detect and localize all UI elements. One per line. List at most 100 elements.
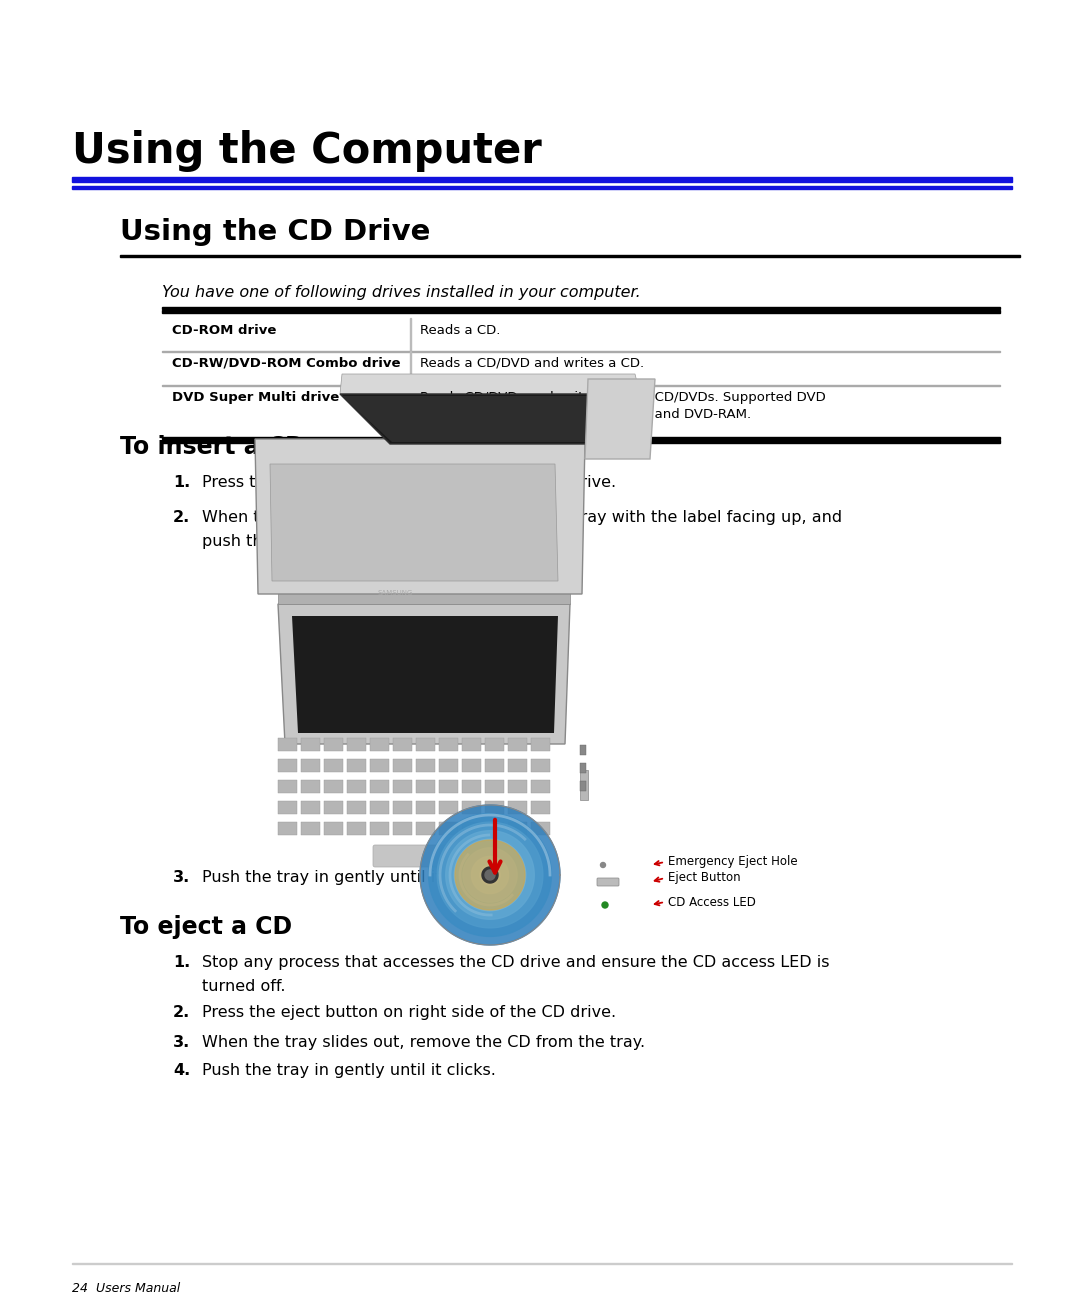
Bar [370,759,389,772]
Circle shape [600,863,606,868]
Text: DVD Super Multi drive: DVD Super Multi drive [172,391,339,404]
Bar [324,738,343,751]
Bar [416,780,435,793]
Bar [324,759,343,772]
Text: 24  Users Manual: 24 Users Manual [72,1282,180,1295]
Text: You have one of following drives installed in your computer.: You have one of following drives install… [162,285,640,300]
Bar [393,801,411,814]
Text: 3.: 3. [173,870,190,885]
Text: 1.: 1. [173,475,190,490]
Bar [485,738,504,751]
Bar [531,759,550,772]
Bar [120,254,1020,257]
FancyBboxPatch shape [597,878,619,886]
Bar [485,822,504,835]
Text: Reads a CD.: Reads a CD. [420,325,500,336]
Polygon shape [455,839,526,911]
Polygon shape [437,822,543,928]
Bar [347,738,366,751]
Bar [347,759,366,772]
Bar [370,801,389,814]
Text: Using the CD Drive: Using the CD Drive [120,219,430,246]
Bar [72,186,1012,188]
Bar [347,780,366,793]
Bar [72,177,1012,182]
Bar [508,759,527,772]
Polygon shape [420,805,561,945]
Bar [278,759,297,772]
Bar [278,801,297,814]
Bar [162,308,1000,309]
Text: To insert a CD: To insert a CD [120,435,305,459]
Bar [393,822,411,835]
Bar [324,822,343,835]
Polygon shape [340,374,640,394]
Text: turned off.: turned off. [202,979,285,994]
Polygon shape [446,831,535,919]
Text: Emergency Eject Hole: Emergency Eject Hole [669,856,798,868]
Bar [347,822,366,835]
Bar [438,780,458,793]
Polygon shape [270,463,558,581]
Bar [580,770,588,800]
Bar [393,759,411,772]
Polygon shape [585,380,654,459]
Bar [301,759,320,772]
Text: CD-ROM drive: CD-ROM drive [172,325,276,336]
Bar [508,780,527,793]
Bar [531,738,550,751]
Bar [508,801,527,814]
Polygon shape [480,865,500,885]
Bar [438,822,458,835]
Text: Reads a CD/DVD and writes a CD.: Reads a CD/DVD and writes a CD. [420,357,644,370]
Bar [508,822,527,835]
Text: Stop any process that accesses the CD drive and ensure the CD access LED is: Stop any process that accesses the CD dr… [202,956,829,970]
Text: 1.: 1. [173,956,190,970]
Text: types include DVD ± R, DVD ± RW and DVD-RAM.: types include DVD ± R, DVD ± RW and DVD-… [420,408,751,421]
Bar [416,738,435,751]
Bar [531,801,550,814]
Text: CD-RW/DVD-ROM Combo drive: CD-RW/DVD-ROM Combo drive [172,357,401,370]
Polygon shape [292,617,558,733]
Bar [301,738,320,751]
Text: Push the tray in gently until it clicks.: Push the tray in gently until it clicks. [202,870,496,885]
Bar [508,738,527,751]
Bar [347,801,366,814]
Polygon shape [340,394,640,444]
Polygon shape [485,870,495,880]
Text: To eject a CD: To eject a CD [120,915,292,939]
Bar [438,738,458,751]
Bar [438,759,458,772]
Bar [462,801,481,814]
Text: SAMSUNG: SAMSUNG [377,590,413,596]
Polygon shape [429,814,552,936]
Polygon shape [472,856,509,894]
Bar [324,801,343,814]
Text: Reads CD/DVDs and writes data to CD/DVDs. Supported DVD: Reads CD/DVDs and writes data to CD/DVDs… [420,391,826,404]
Bar [162,440,1000,442]
Text: Press the eject button on right side of the CD drive.: Press the eject button on right side of … [202,475,616,490]
Bar [162,437,1000,439]
Bar [278,738,297,751]
Bar [485,780,504,793]
Polygon shape [278,603,570,744]
Text: 3.: 3. [173,1035,190,1050]
FancyBboxPatch shape [373,846,457,867]
Bar [580,781,586,791]
Polygon shape [278,590,570,603]
Text: push the CD down until it clicks.: push the CD down until it clicks. [202,534,461,548]
Text: CD Access LED: CD Access LED [669,895,756,908]
Bar [462,738,481,751]
Bar [370,780,389,793]
Text: 2.: 2. [173,1005,190,1020]
Bar [438,801,458,814]
Bar [278,822,297,835]
Bar [301,780,320,793]
Bar [462,822,481,835]
Bar [416,759,435,772]
Text: Using the Computer: Using the Computer [72,130,542,171]
Bar [393,780,411,793]
Bar [485,759,504,772]
Circle shape [602,902,608,908]
Polygon shape [255,439,585,594]
